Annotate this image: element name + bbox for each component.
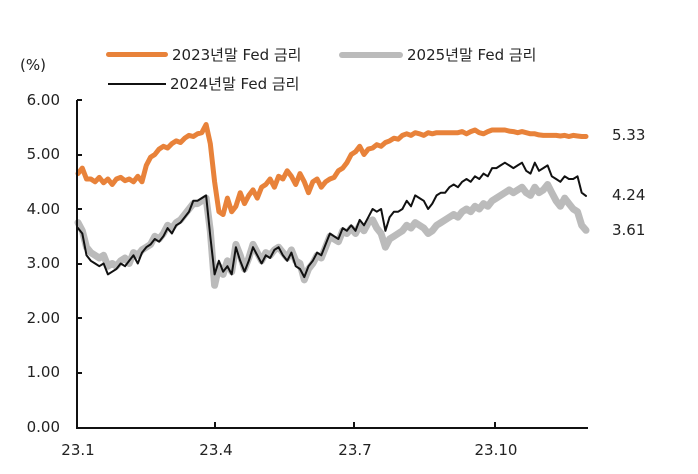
series-line [74,181,590,289]
y-axis-unit-label: (%) [20,56,46,74]
y-tick-label: 5.00 [26,145,60,163]
legend-item-2025: 2025년말 Fed 금리 [339,44,536,65]
end-value-2023: 5.33 [612,126,646,144]
legend-item-2024: 2024년말 Fed 금리 [108,73,299,94]
legend-swatch-gray [339,51,403,58]
y-tick-label: 3.00 [26,254,60,272]
x-tick-label: 23.10 [474,441,518,459]
y-tick-label: 2.00 [26,309,60,327]
legend-swatch-orange [106,52,168,57]
legend-swatch-black [108,82,166,85]
series-line [75,122,589,217]
x-tick-label: 23.4 [199,441,233,459]
y-tick-label: 0.00 [26,418,60,436]
series-lines [74,122,590,289]
legend-item-2023: 2023년말 Fed 금리 [106,44,301,65]
x-tick-label: 23.7 [338,441,372,459]
x-tick-label: 23.1 [61,441,95,459]
end-value-2024: 4.24 [612,186,646,204]
legend-label: 2024년말 Fed 금리 [170,75,300,93]
end-value-2025: 3.61 [612,221,646,239]
series-line [77,161,587,279]
legend-label: 2025년말 Fed 금리 [407,46,537,64]
legend-label: 2023년말 Fed 금리 [172,46,302,64]
y-tick-label: 6.00 [26,91,60,109]
y-tick-label: 4.00 [26,200,60,218]
axes [76,99,588,429]
y-tick-label: 1.00 [26,363,60,381]
